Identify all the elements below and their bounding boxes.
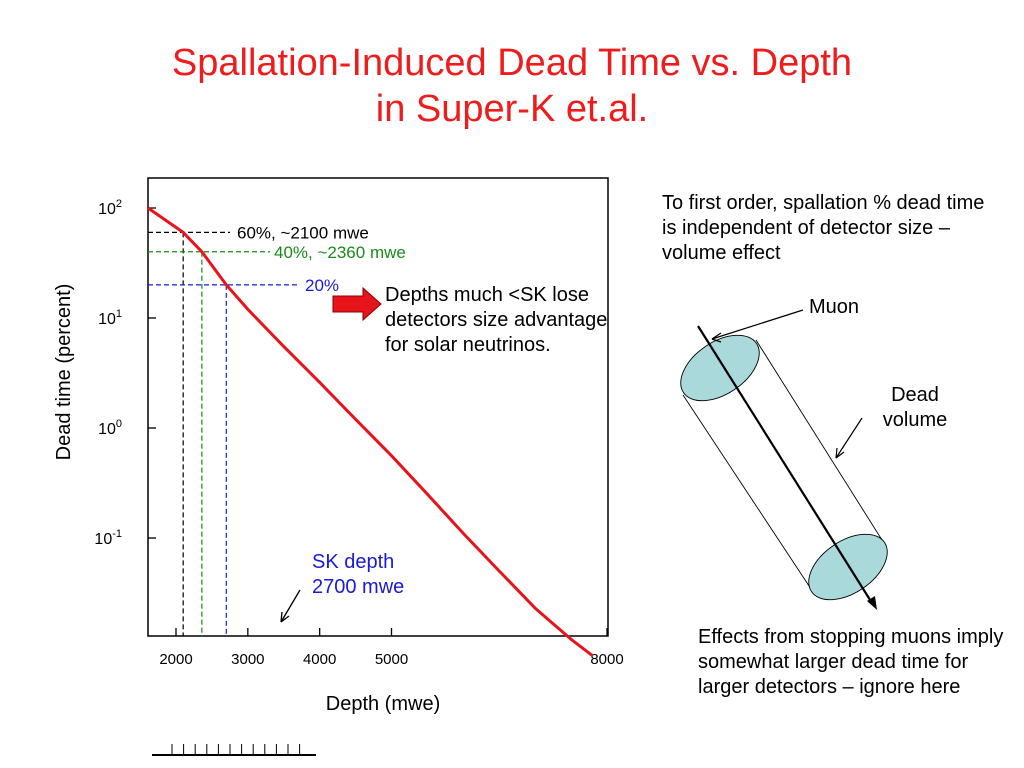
slide-title-line-1: Spallation-Induced Dead Time vs. Depth — [171, 42, 853, 84]
scale-bar — [152, 744, 316, 756]
muon-arrow-head-icon — [867, 596, 877, 610]
x-tick-label: 8000 — [590, 651, 623, 668]
dead-volume-pointer — [835, 417, 863, 459]
stopping-muons-note: Effects from stopping muons imply somewh… — [698, 626, 1004, 698]
y-tick-label: 10-1 — [94, 528, 122, 548]
sk-depth-label-line-2: 2700 mwe — [312, 576, 405, 598]
y-tick-exponent: 1 — [116, 308, 122, 320]
cylinder-diagram — [680, 309, 888, 610]
y-tick-label: 102 — [98, 198, 122, 218]
cylinder-side-top — [682, 394, 816, 596]
muon-label: Muon — [809, 296, 860, 318]
x-tick-label: 4000 — [303, 651, 336, 668]
dead-volume-label-line-2: volume — [882, 409, 948, 431]
cylinder-bottom-cap — [808, 533, 888, 601]
cylinder-side-bottom — [755, 339, 883, 541]
x-tick-label: 2000 — [159, 651, 192, 668]
y-tick-exponent: -1 — [112, 528, 122, 540]
x-axis-title: Depth (mwe) — [326, 693, 440, 715]
dead-time-curve — [147, 206, 594, 657]
muon-label-pointer — [711, 309, 804, 340]
marker-label: 60%, ~2100 mwe — [237, 223, 369, 242]
muon-pointer-head-icon — [711, 332, 722, 343]
dead-volume-label: Dead volume — [850, 383, 980, 433]
y-tick-exponent: 2 — [116, 198, 122, 210]
x-tick-label: 3000 — [231, 651, 264, 668]
y-tick-label: 101 — [98, 308, 122, 328]
marker-label: 20% — [305, 276, 339, 295]
sk-depth-label-line-1: SK depth — [312, 551, 395, 573]
y-tick-label: 100 — [98, 418, 122, 438]
y-axis-title: Dead time (percent) — [53, 284, 75, 461]
muon-track — [697, 325, 873, 604]
x-tick-label: 5000 — [375, 651, 408, 668]
red-right-arrow-icon — [332, 286, 382, 322]
cylinder-top-cap — [680, 334, 760, 402]
marker-label: 40%, ~2360 mwe — [274, 243, 406, 262]
slide-title: Spallation-Induced Dead Time vs. Depth i… — [0, 40, 1024, 132]
y-tick-exponent: 0 — [116, 418, 122, 430]
x-axis-ticks: 2000 3000 4000 5000 8000 — [159, 628, 624, 668]
sk-depth-pointer — [280, 589, 301, 623]
sk-depth-label: SK depth 2700 mwe — [312, 550, 404, 600]
volume-effect-note: To first order, spallation % dead time i… — [662, 192, 985, 264]
plot-frame — [147, 177, 609, 637]
depths-note: Depths much <SK lose detectors size adva… — [385, 284, 608, 356]
dead-volume-label-line-1: Dead — [891, 384, 939, 406]
sk-depth-pointer-head-icon — [280, 611, 290, 623]
slide-title-line-2: in Super-K et.al. — [375, 88, 649, 130]
dead-volume-pointer-head-icon — [835, 447, 845, 459]
